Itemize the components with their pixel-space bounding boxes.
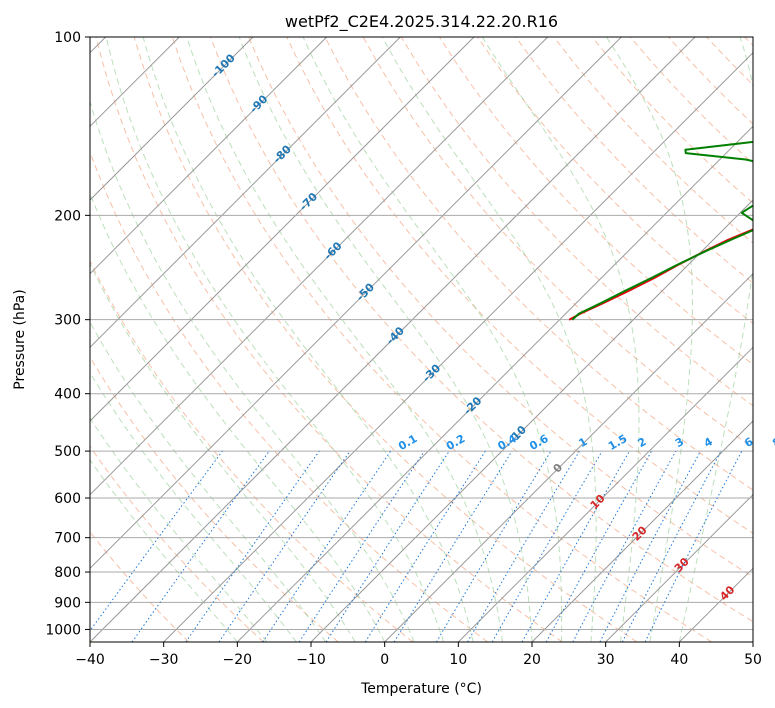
moist-adiabat-line bbox=[186, 37, 503, 642]
y-tick-label: 800 bbox=[54, 565, 81, 581]
isotherm-line bbox=[163, 51, 753, 642]
x-tick-label: −30 bbox=[149, 652, 179, 668]
dry-adiabat-line bbox=[90, 259, 414, 642]
y-axis-label: Pressure (hPa) bbox=[12, 289, 28, 389]
isotherm-line bbox=[90, 37, 254, 201]
moist-adiabat-line bbox=[90, 192, 386, 642]
moist-adiabat-line bbox=[142, 37, 474, 642]
plot-background bbox=[90, 37, 753, 642]
x-axis: −40 −30 −20 −10 0 10 20 30 40 50 bbox=[75, 642, 762, 668]
mixing-ratio-line bbox=[262, 450, 392, 642]
moist-adiabat-line bbox=[481, 37, 640, 642]
moist-adiabat-line bbox=[678, 37, 753, 642]
moist-adiabat-line bbox=[90, 262, 356, 642]
mixing-ratio-line bbox=[131, 450, 270, 642]
moist-adiabat-line bbox=[90, 417, 268, 642]
dry-adiabat-line bbox=[133, 37, 638, 642]
x-tick-label: −20 bbox=[223, 652, 253, 668]
dry-adiabat-line bbox=[95, 37, 563, 642]
isotherm-line bbox=[90, 37, 328, 275]
y-tick-label: 300 bbox=[54, 313, 81, 329]
dry-adiabat-line bbox=[324, 37, 753, 491]
isotherm-line bbox=[384, 272, 753, 642]
moist-adiabat-line bbox=[606, 37, 693, 642]
chart-title: wetPf2_C2E4.2025.314.22.20.R16 bbox=[285, 12, 558, 32]
mixing-ratio-line bbox=[218, 450, 351, 642]
x-tick-label: 20 bbox=[523, 652, 541, 668]
y-tick-label: 900 bbox=[54, 595, 81, 611]
mixing-ratio-line bbox=[521, 450, 630, 642]
x-tick-label: 40 bbox=[670, 652, 688, 668]
isotherm-line bbox=[605, 493, 753, 642]
plot-frame bbox=[89, 36, 754, 643]
y-tick-label: 700 bbox=[54, 531, 81, 547]
x-axis-label: Temperature (°C) bbox=[360, 681, 482, 697]
isotherm-line bbox=[457, 346, 753, 642]
moist-adiabat-line bbox=[90, 459, 238, 642]
isotherm-line bbox=[90, 37, 475, 422]
isotherm-line bbox=[90, 37, 401, 349]
mixing-ratio-line bbox=[572, 450, 677, 642]
x-tick-label: 10 bbox=[449, 652, 467, 668]
mixing-ratio-line bbox=[325, 450, 450, 642]
x-tick-label: −10 bbox=[296, 652, 326, 668]
mixing-ratio-line bbox=[545, 450, 653, 642]
isotherm-line bbox=[531, 420, 753, 642]
mixing-ratio-line bbox=[393, 450, 513, 642]
dry-adiabat-line bbox=[210, 37, 753, 623]
isotherm-line bbox=[90, 37, 622, 570]
y-tick-label: 400 bbox=[54, 387, 81, 403]
dry-adiabat-line bbox=[286, 37, 753, 534]
y-tick-label: 1000 bbox=[45, 622, 81, 638]
mixing-ratio-label: 8 bbox=[770, 435, 775, 450]
dry-adiabat-line bbox=[90, 445, 264, 642]
mixing-ratio-line bbox=[185, 450, 320, 642]
dry-adiabat-line bbox=[171, 37, 712, 642]
isotherm-line bbox=[752, 641, 753, 642]
background-lines bbox=[90, 37, 753, 642]
moist-adiabat-line bbox=[302, 37, 563, 642]
x-tick-label: −40 bbox=[75, 652, 105, 668]
isotherm-line bbox=[90, 37, 549, 496]
dry-adiabat-line bbox=[515, 37, 753, 284]
y-tick-label: 100 bbox=[54, 30, 81, 46]
dewpoint-profile-line bbox=[571, 140, 753, 321]
moist-adiabat-line bbox=[90, 321, 327, 642]
moist-adiabat-line bbox=[105, 37, 445, 642]
mixing-ratio-line bbox=[644, 450, 743, 642]
moist-adiabat-line bbox=[90, 371, 297, 642]
sounding-series bbox=[568, 140, 753, 321]
dry-adiabat-line bbox=[248, 37, 753, 578]
x-tick-label: 0 bbox=[380, 652, 389, 668]
moist-adiabat-line bbox=[381, 37, 597, 642]
dry-adiabat-line bbox=[90, 356, 339, 642]
x-tick-label: 50 bbox=[744, 652, 762, 668]
y-axis: 100 200 300 400 500 600 700 800 900 1000 bbox=[45, 30, 90, 638]
mixing-ratio-line bbox=[298, 450, 425, 642]
isotherm-line bbox=[236, 125, 753, 642]
y-tick-label: 200 bbox=[54, 208, 81, 224]
x-tick-label: 30 bbox=[597, 652, 615, 668]
mixing-ratio-line bbox=[90, 450, 223, 632]
y-tick-label: 600 bbox=[54, 491, 81, 507]
moist-adiabat-line bbox=[238, 37, 533, 642]
isotherm-line bbox=[310, 199, 753, 642]
y-tick-label: 500 bbox=[54, 444, 81, 460]
isotherm-line bbox=[90, 37, 696, 642]
